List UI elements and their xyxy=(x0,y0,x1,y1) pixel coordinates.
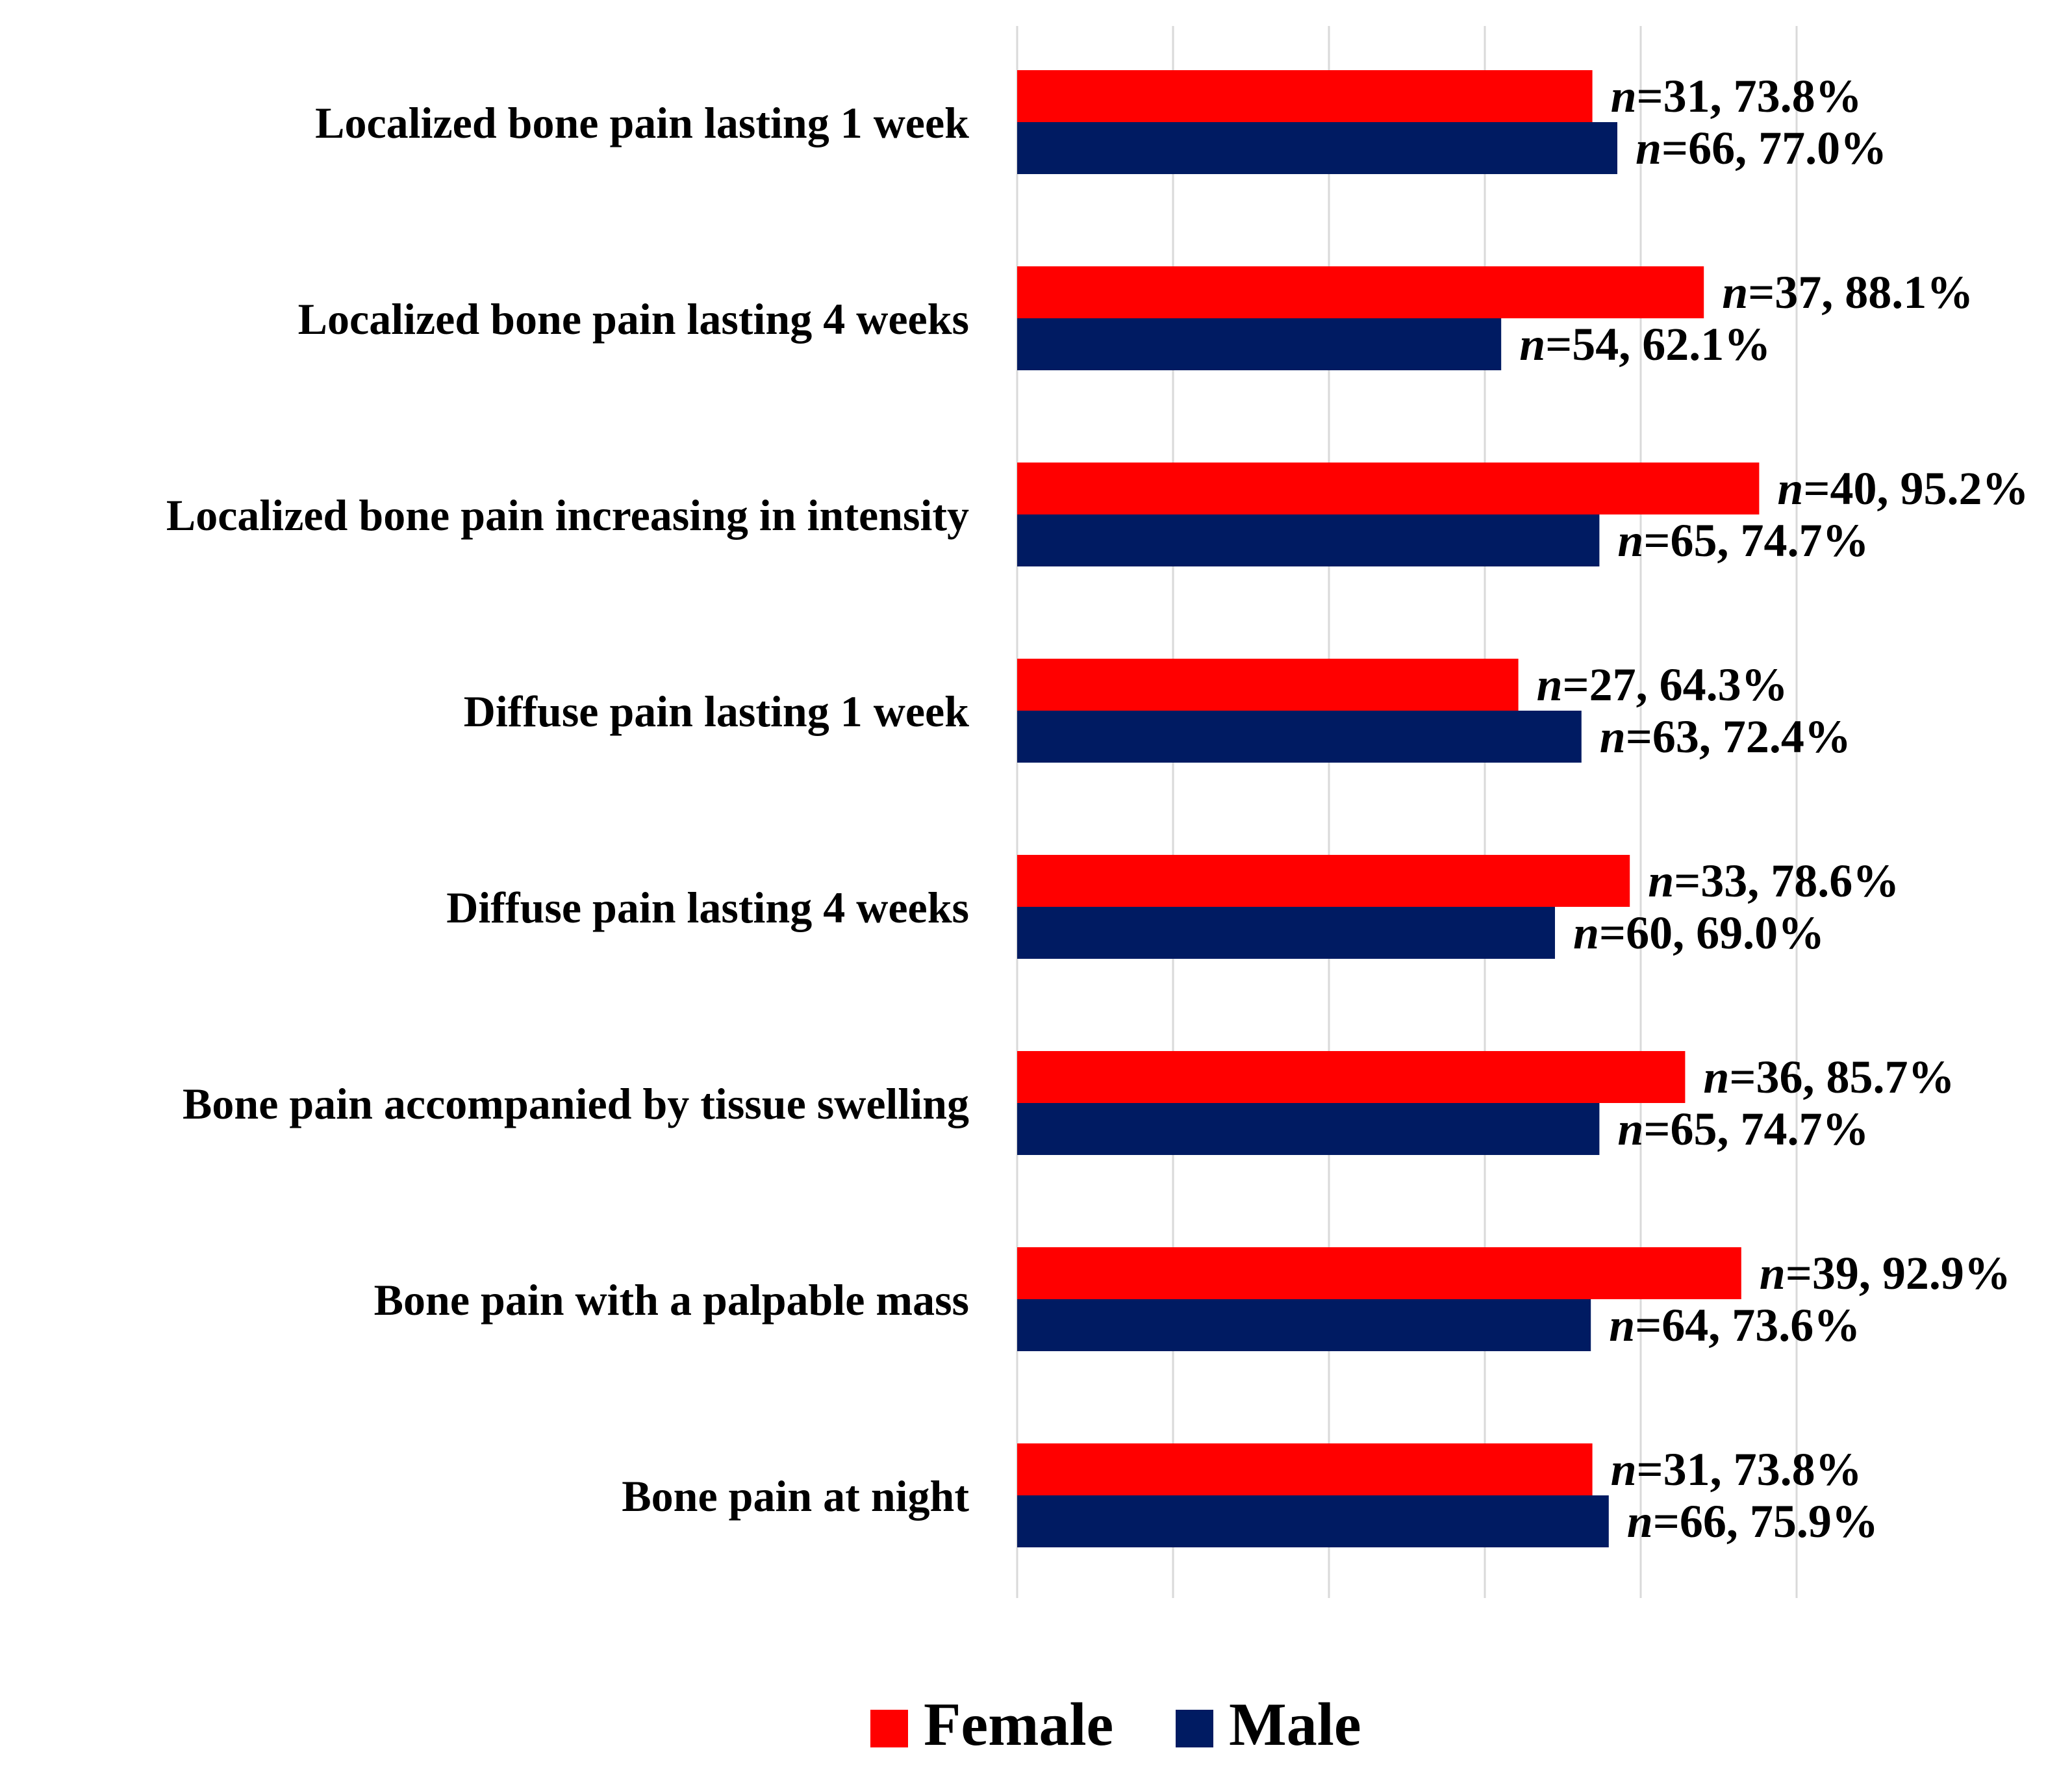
bar-male xyxy=(1017,1495,1609,1547)
bar-female xyxy=(1017,463,1760,514)
data-label-female: n=31, 73.8% xyxy=(1611,1443,1862,1495)
bar-male xyxy=(1017,1103,1600,1155)
legend-swatch xyxy=(1176,1710,1213,1747)
bar-male xyxy=(1017,318,1502,370)
legend-label: Male xyxy=(1229,1691,1361,1758)
category-label: Localized bone pain increasing in intens… xyxy=(166,490,969,540)
bar-female xyxy=(1017,70,1593,122)
bar-male xyxy=(1017,907,1555,959)
bar-female xyxy=(1017,855,1630,907)
category-label: Bone pain at night xyxy=(622,1471,969,1521)
data-label-female: n=40, 95.2% xyxy=(1777,463,2028,514)
data-label-male: n=65, 74.7% xyxy=(1617,1103,1869,1155)
category-label: Localized bone pain lasting 1 week xyxy=(315,98,969,147)
data-label-female: n=31, 73.8% xyxy=(1611,70,1862,122)
category-label: Diffuse pain lasting 1 week xyxy=(464,687,969,736)
data-label-male: n=65, 74.7% xyxy=(1617,514,1869,566)
data-label-male: n=60, 69.0% xyxy=(1573,907,1825,959)
bar-female xyxy=(1017,1247,1741,1299)
category-label: Bone pain accompanied by tissue swelling xyxy=(183,1079,969,1128)
bar-male xyxy=(1017,514,1600,566)
data-label-male: n=66, 77.0% xyxy=(1636,122,1887,174)
data-label-male: n=63, 72.4% xyxy=(1600,711,1851,763)
data-label-female: n=27, 64.3% xyxy=(1537,659,1788,711)
data-label-female: n=39, 92.9% xyxy=(1760,1247,2011,1299)
category-label: Bone pain with a palpable mass xyxy=(374,1275,969,1325)
bars xyxy=(1017,70,1760,1547)
bar-male xyxy=(1017,1299,1591,1351)
data-label-female: n=33, 78.6% xyxy=(1648,855,1899,907)
data-label-male: n=66, 75.9% xyxy=(1627,1495,1878,1547)
bar-female xyxy=(1017,1051,1686,1103)
category-label: Diffuse pain lasting 4 weeks xyxy=(446,883,969,932)
bar-female xyxy=(1017,659,1519,711)
category-label: Localized bone pain lasting 4 weeks xyxy=(298,294,969,344)
data-label-female: n=36, 85.7% xyxy=(1703,1051,1954,1103)
bar-male xyxy=(1017,122,1617,174)
data-label-male: n=54, 62.1% xyxy=(1519,318,1771,370)
bar-female xyxy=(1017,1443,1593,1495)
legend: Female Male xyxy=(870,1691,1361,1758)
gridlines xyxy=(1016,26,1798,1598)
bar-male xyxy=(1017,711,1582,763)
category-labels: Localized bone pain lasting 1 week Locali… xyxy=(166,98,969,1521)
bar-female xyxy=(1017,266,1704,318)
legend-item-male: Male xyxy=(1176,1691,1361,1758)
data-labels: n=31, 73.8%n=66, 77.0%n=37, 88.1%n=54, 6… xyxy=(1519,70,2028,1547)
data-label-female: n=37, 88.1% xyxy=(1722,266,1973,318)
legend-label: Female xyxy=(924,1691,1113,1758)
legend-swatch xyxy=(870,1710,908,1747)
legend-item-female: Female xyxy=(870,1691,1113,1758)
data-label-male: n=64, 73.6% xyxy=(1609,1299,1860,1351)
